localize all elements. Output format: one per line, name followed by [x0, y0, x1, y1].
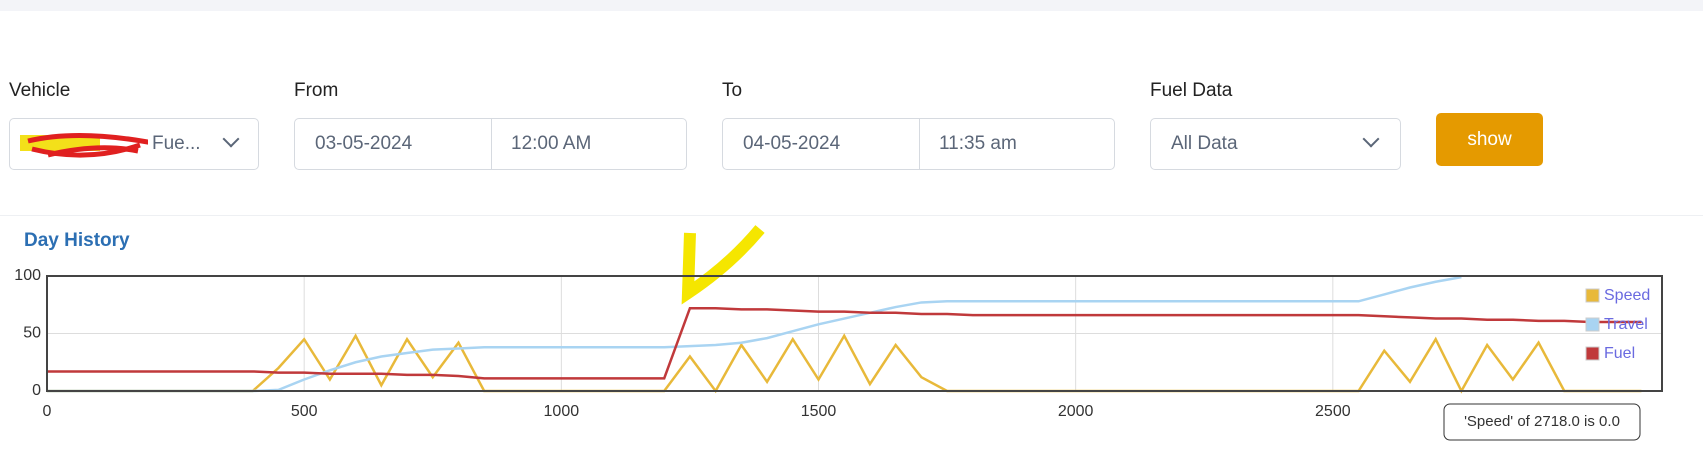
from-label: From	[294, 80, 339, 101]
fuel-value: All Data	[1171, 133, 1238, 154]
fuel-select[interactable]: All Data	[1150, 118, 1401, 170]
x-tick-label: 1000	[544, 403, 580, 420]
to-input[interactable]: 04-05-2024 11:35 am	[722, 118, 1115, 170]
legend-label: Fuel	[1604, 345, 1635, 362]
chevron	[222, 130, 240, 148]
tooltip-box	[1443, 403, 1641, 441]
y-tick-label: 0	[32, 382, 41, 399]
from-time: 12:00 AM	[511, 133, 592, 154]
legend-swatch	[1585, 317, 1600, 332]
x-tick-label: 500	[291, 403, 318, 420]
divider	[491, 119, 492, 169]
annotation-mark	[681, 225, 765, 305]
to-date: 04-05-2024	[743, 133, 841, 154]
tooltip: 'Speed' of 2718.0 is 0.0	[1443, 403, 1641, 441]
x-tick-label: 0	[43, 403, 52, 420]
divider	[919, 119, 920, 169]
vehicle-value: Fue...	[152, 133, 201, 154]
vehicle-label: Vehicle	[9, 80, 71, 101]
vehicle-select[interactable]: Fue...	[9, 118, 259, 170]
from-input[interactable]: 03-05-2024 12:00 AM	[294, 118, 687, 170]
series-line	[47, 275, 1462, 393]
x-tick-label: 1500	[801, 403, 837, 420]
plot-border	[46, 275, 1663, 392]
x-tick-label: 2500	[1315, 403, 1351, 420]
x-tick-label: 2000	[1058, 403, 1094, 420]
series-line	[47, 306, 1642, 380]
to-time: 11:35 am	[939, 133, 1017, 154]
legend-swatch	[1585, 288, 1600, 303]
to-label: To	[722, 80, 743, 101]
legend-label: Speed	[1604, 287, 1650, 304]
legend-label: Travel	[1604, 316, 1648, 333]
tooltip-text: 'Speed' of 2718.0 is 0.0	[1464, 413, 1620, 430]
from-date: 03-05-2024	[315, 133, 413, 154]
legend-swatch	[1585, 346, 1600, 361]
y-tick-label: 50	[23, 325, 41, 342]
y-tick-label: 100	[14, 267, 41, 284]
separator	[0, 215, 1703, 216]
redaction	[20, 133, 148, 158]
fuel-label: Fuel Data	[1150, 80, 1233, 101]
top-bar	[0, 0, 1703, 11]
series-line	[47, 333, 1642, 394]
show-button[interactable]: show	[1436, 113, 1543, 166]
panel-title: Day History	[24, 230, 130, 251]
chevron	[1362, 130, 1380, 148]
